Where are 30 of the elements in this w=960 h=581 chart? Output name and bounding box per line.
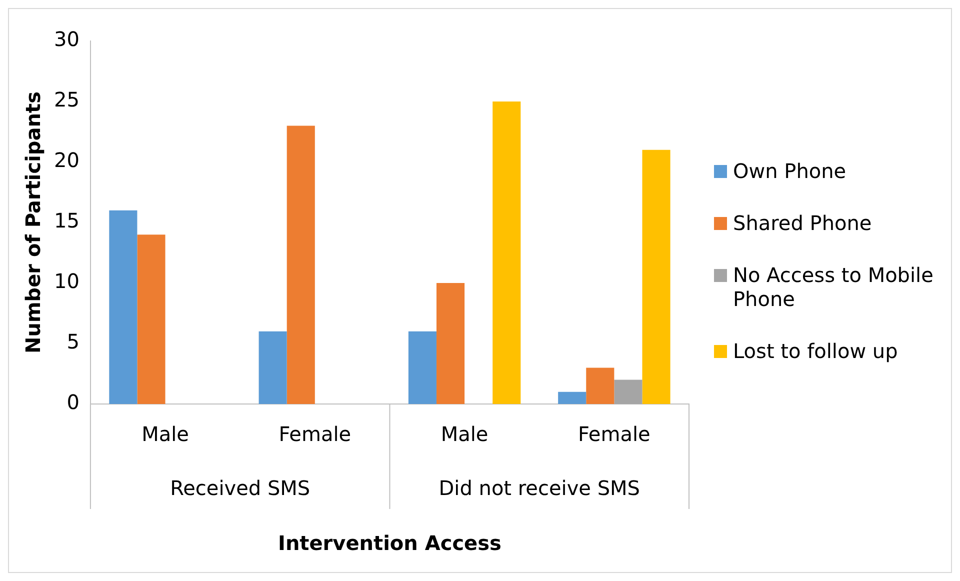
x-axis-title: Intervention Access [278, 530, 502, 555]
bar [137, 234, 166, 404]
x-tick-label: Female [278, 422, 352, 446]
legend-label: Lost to follow up [733, 338, 898, 362]
bar [258, 330, 287, 404]
text: Did not receive SMS [438, 476, 640, 500]
x-tick-label: Female [578, 422, 650, 446]
bar [558, 391, 586, 404]
bar [492, 101, 521, 404]
y-axis-title: Number of Participants [21, 90, 46, 354]
legend-label: No Access to Mobile Phone [733, 262, 934, 310]
bar [614, 379, 642, 404]
y-tick-label: 25 [54, 87, 80, 112]
y-tick-label: 30 [54, 26, 80, 51]
x-tick-label: Male [142, 422, 189, 446]
bar [436, 282, 465, 404]
bar [586, 367, 614, 404]
bar [286, 125, 315, 404]
x-tick-label: Male [440, 422, 488, 446]
legend-label: Shared Phone [733, 210, 872, 234]
y-tick-label: 5 [66, 329, 80, 354]
y-tick-label: 20 [54, 148, 80, 172]
y-tick-label: 10 [54, 268, 80, 293]
y-tick-label: 15 [54, 208, 80, 232]
bar [408, 330, 436, 404]
legend-label: Own Phone [733, 158, 846, 182]
bar [109, 210, 138, 404]
text: Received SMS [170, 476, 310, 500]
bar [642, 149, 670, 404]
y-tick-label: 0 [66, 390, 80, 414]
